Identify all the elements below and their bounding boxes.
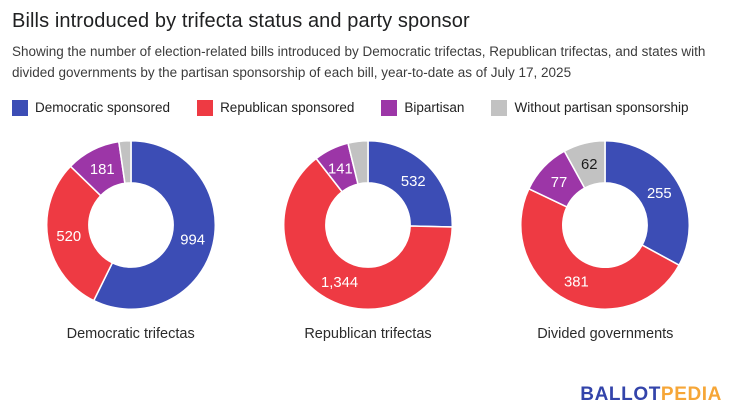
slice-value-label: 62 bbox=[581, 157, 598, 173]
chart-block-divided-governments: 255 381 77 62 Divided governments bbox=[487, 122, 724, 342]
footer: BALLOTPEDIA bbox=[580, 384, 722, 406]
chart-block-democratic-trifectas: 994 520 181 Democratic trifectas bbox=[12, 122, 249, 342]
slice-value-label: 1,344 bbox=[321, 275, 358, 291]
legend-item-republican-sponsored: Republican sponsored bbox=[197, 99, 355, 116]
ballotpedia-logo: BALLOTPEDIA bbox=[580, 384, 722, 406]
slice-value-label: 381 bbox=[564, 274, 589, 290]
legend: Democratic sponsored Republican sponsore… bbox=[12, 99, 724, 116]
page-title: Bills introduced by trifecta status and … bbox=[12, 10, 470, 32]
legend-label: Without partisan sponsorship bbox=[514, 100, 689, 116]
logo-part-ballot: BALLOT bbox=[580, 384, 661, 405]
chart-category-label: Democratic trifectas bbox=[66, 325, 195, 342]
slice-value-label: 77 bbox=[551, 175, 568, 191]
donut-chart-republican-trifectas: 532 1,344 141 bbox=[277, 134, 459, 316]
slice-value-label: 255 bbox=[647, 186, 672, 202]
pie-slice-democratic-sponsored bbox=[92, 139, 216, 310]
legend-label: Democratic sponsored bbox=[35, 100, 171, 116]
legend-item-democratic-sponsored: Democratic sponsored bbox=[12, 99, 171, 116]
republican-swatch-icon bbox=[197, 99, 214, 116]
charts-row: 994 520 181 Democratic trifectas 532 1,344 1… bbox=[12, 122, 724, 342]
legend-label: Bipartisan bbox=[404, 100, 465, 116]
chart-category-label: Divided governments bbox=[537, 325, 674, 342]
pie-slice-without-partisan-sponsorship bbox=[347, 139, 369, 185]
donut-chart-democratic-trifectas: 994 520 181 bbox=[40, 134, 222, 316]
democratic-swatch-icon bbox=[12, 99, 28, 116]
legend-label: Republican sponsored bbox=[220, 100, 355, 116]
chart-block-republican-trifectas: 532 1,344 141 Republican trifectas bbox=[249, 122, 486, 342]
chart-category-label: Republican trifectas bbox=[304, 325, 432, 342]
bipartisan-swatch-icon bbox=[381, 99, 398, 116]
legend-item-without-partisan-sponsorship: Without partisan sponsorship bbox=[491, 99, 689, 116]
pie-slice-republican-sponsored bbox=[45, 165, 113, 302]
page-subtitle: Showing the number of election-related b… bbox=[12, 44, 706, 80]
slice-value-label: 994 bbox=[180, 232, 205, 248]
donut-chart-divided-governments: 255 381 77 62 bbox=[514, 134, 696, 316]
pie-slice-republican-sponsored bbox=[282, 157, 454, 310]
logo-part-pedia: PEDIA bbox=[660, 384, 722, 405]
nonpartisan-swatch-icon bbox=[491, 99, 508, 116]
slice-value-label: 532 bbox=[401, 174, 426, 190]
pie-slice-without-partisan-sponsorship bbox=[117, 139, 132, 184]
pie-slice-republican-sponsored bbox=[520, 187, 681, 310]
pie-slice-democratic-sponsored bbox=[604, 139, 691, 266]
pie-slice-without-partisan-sponsorship bbox=[563, 139, 607, 189]
slice-value-label: 181 bbox=[90, 162, 115, 178]
legend-item-bipartisan: Bipartisan bbox=[381, 99, 465, 116]
slice-value-label: 520 bbox=[56, 229, 81, 245]
pie-slice-democratic-sponsored bbox=[367, 139, 454, 228]
slice-value-label: 141 bbox=[328, 161, 353, 177]
